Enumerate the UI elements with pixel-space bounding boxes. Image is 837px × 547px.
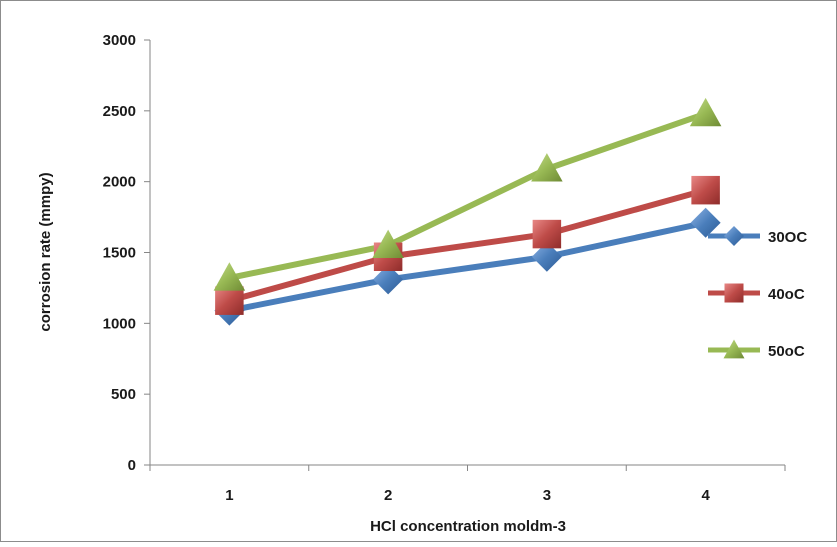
data-point [213, 262, 246, 291]
data-point [691, 175, 720, 205]
data-point [373, 264, 404, 295]
legend-marker [724, 283, 744, 303]
data-point [690, 207, 721, 238]
y-tick-label: 0 [128, 457, 136, 474]
x-tick-label: 4 [701, 487, 710, 504]
legend-marker [723, 339, 745, 359]
y-tick-label: 1000 [103, 315, 136, 332]
legend-item: 50oC [708, 339, 805, 360]
data-point [532, 219, 562, 249]
y-tick-label: 2500 [103, 103, 136, 120]
data-point [531, 153, 563, 182]
y-axis-title: corrosion rate (mmpy) [37, 172, 54, 331]
data-point [689, 97, 722, 127]
legend-label: 50oC [768, 343, 805, 360]
legend-item: 40oC [708, 283, 805, 303]
legend-marker [724, 226, 744, 246]
y-tick-label: 500 [111, 386, 136, 403]
data-point [531, 241, 562, 272]
x-tick-label: 1 [225, 487, 233, 504]
data-point [372, 229, 404, 259]
y-tick-label: 1500 [103, 245, 136, 262]
x-axis-title: HCl concentration moldm-3 [370, 518, 566, 535]
series-line [228, 187, 707, 304]
y-tick-label: 3000 [103, 32, 136, 49]
x-tick-label: 2 [384, 487, 392, 504]
series-line [228, 219, 707, 314]
legend-item: 30OC [708, 226, 807, 246]
data-point [215, 286, 244, 315]
y-tick-label: 2000 [103, 174, 136, 191]
x-tick-label: 3 [543, 487, 551, 504]
legend-label: 30OC [768, 229, 807, 246]
legend-label: 40oC [768, 286, 805, 303]
series-line [228, 110, 707, 281]
